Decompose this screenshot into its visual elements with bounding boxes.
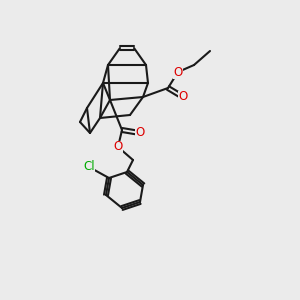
Text: Cl: Cl: [83, 160, 95, 173]
Text: O: O: [178, 91, 188, 103]
Text: O: O: [135, 127, 145, 140]
Text: O: O: [113, 140, 123, 154]
Text: O: O: [173, 65, 183, 79]
